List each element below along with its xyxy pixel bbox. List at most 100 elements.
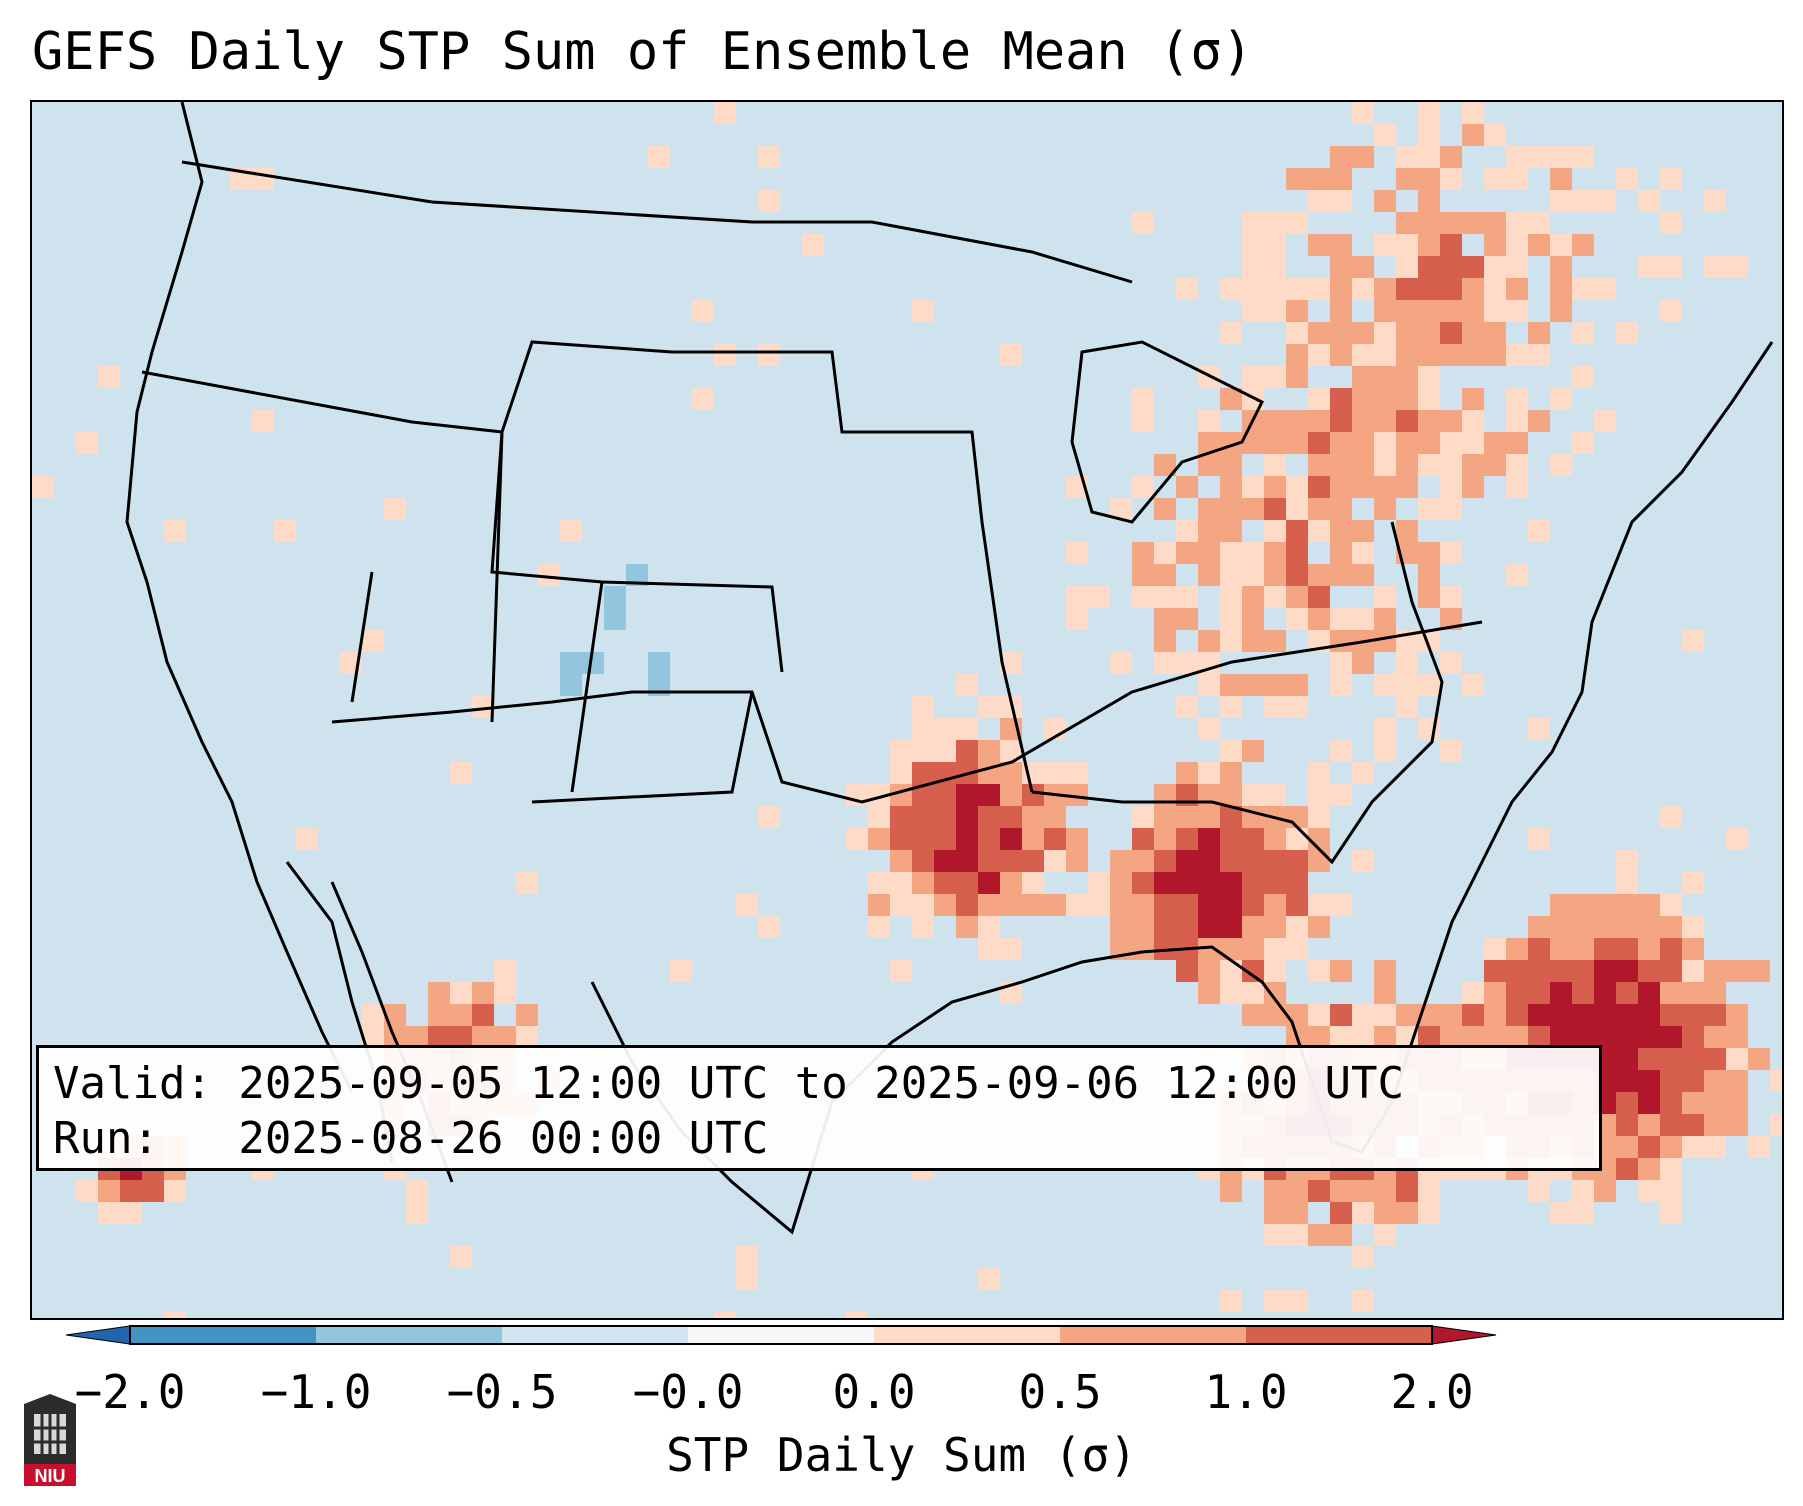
stp-cell: [1242, 432, 1264, 454]
stp-cell: [758, 190, 780, 212]
stp-cell: [1308, 168, 1330, 190]
stp-cell: [1330, 234, 1352, 256]
stp-cell: [1440, 740, 1462, 762]
stp-cell: [1638, 938, 1660, 960]
stp-cell: [1308, 278, 1330, 300]
stp-cell: [1748, 960, 1770, 982]
stp-cell: [1704, 1092, 1726, 1114]
stp-cell: [1572, 146, 1594, 168]
stp-cell: [1440, 432, 1462, 454]
stp-cell: [1154, 872, 1176, 894]
stp-cell: [1572, 1026, 1594, 1048]
stp-cell: [1462, 102, 1484, 124]
stp-cell: [1198, 850, 1220, 872]
logo-text: NIU: [35, 1466, 66, 1486]
stp-cell: [1352, 366, 1374, 388]
stp-cell: [1308, 608, 1330, 630]
stp-cell: [1682, 1026, 1704, 1048]
stp-cell: [1286, 1290, 1308, 1312]
stp-cell: [1154, 608, 1176, 630]
stp-cell: [1220, 542, 1242, 564]
stp-cell: [868, 916, 890, 938]
stp-cell: [1242, 256, 1264, 278]
stp-cell: [1616, 850, 1638, 872]
stp-cell: [1418, 674, 1440, 696]
colorbar-tick: 1.0: [1204, 1365, 1288, 1419]
stp-cell: [1132, 586, 1154, 608]
stp-cell: [1352, 410, 1374, 432]
stp-cell: [1506, 146, 1528, 168]
colorbar-label: STP Daily Sum (σ): [666, 1428, 1137, 1482]
stp-cell: [428, 1004, 450, 1026]
stp-cell: [1132, 916, 1154, 938]
stp-cell: [76, 1180, 98, 1202]
stp-cell: [758, 806, 780, 828]
stp-cell: [1506, 212, 1528, 234]
stp-cell: [1132, 542, 1154, 564]
stp-cell: [1286, 938, 1308, 960]
stp-cell: [1154, 454, 1176, 476]
stp-cell: [1748, 1136, 1770, 1158]
stp-cell: [1462, 410, 1484, 432]
stp-cell: [1528, 982, 1550, 1004]
stp-cell: [1000, 784, 1022, 806]
stp-cell: [1000, 850, 1022, 872]
stp-cell: [1330, 894, 1352, 916]
stp-cell: [1264, 630, 1286, 652]
stp-cell: [890, 828, 912, 850]
stp-cell: [1352, 520, 1374, 542]
stp-cell: [1264, 1180, 1286, 1202]
stp-cell: [1572, 938, 1594, 960]
stp-cell: [1286, 1004, 1308, 1026]
stp-cell: [1330, 674, 1352, 696]
stp-cell: [1022, 872, 1044, 894]
stp-cell: [1352, 1180, 1374, 1202]
stp-cell: [1264, 212, 1286, 234]
stp-cell: [1132, 828, 1154, 850]
stp-cell: [1638, 916, 1660, 938]
stp-cell: [1352, 278, 1374, 300]
stp-cell: [912, 850, 934, 872]
stp-cell: [978, 938, 1000, 960]
stp-cell: [1176, 960, 1198, 982]
stp-cell: [1616, 1092, 1638, 1114]
stp-cell: [1660, 1114, 1682, 1136]
stp-cell: [1330, 256, 1352, 278]
stp-cell: [1066, 542, 1088, 564]
stp-cell: [868, 828, 890, 850]
stp-cell: [1616, 1136, 1638, 1158]
stp-cell: [802, 234, 824, 256]
stp-cell: [1352, 454, 1374, 476]
stp-cell: [1572, 322, 1594, 344]
stp-cell: [1528, 718, 1550, 740]
stp-cell: [1352, 1026, 1374, 1048]
stp-cell: [1506, 982, 1528, 1004]
stp-cell: [1616, 960, 1638, 982]
stp-cell: [1220, 322, 1242, 344]
stp-cell: [1242, 542, 1264, 564]
stp-cell: [1616, 938, 1638, 960]
stp-cell: [1000, 894, 1022, 916]
stp-cell: [516, 1026, 538, 1048]
stp-cell: [1418, 102, 1440, 124]
stp-cell: [1066, 762, 1088, 784]
stp-cell: [1286, 1180, 1308, 1202]
stp-cell: [1440, 1026, 1462, 1048]
stp-cell: [1352, 608, 1374, 630]
stp-cell: [362, 1004, 384, 1026]
stp-cell: [868, 784, 890, 806]
stp-cell: [1726, 1048, 1748, 1070]
stp-cell: [1000, 652, 1022, 674]
stp-cell: [714, 1312, 736, 1318]
stp-cell: [1704, 256, 1726, 278]
stp-cell: [274, 520, 296, 542]
stp-cell: [1286, 432, 1308, 454]
stp-cell: [1616, 322, 1638, 344]
stp-cell: [1220, 894, 1242, 916]
stp-cell: [956, 806, 978, 828]
chart-title: GEFS Daily STP Sum of Ensemble Mean (σ): [32, 22, 1253, 82]
stp-cell: [1396, 1004, 1418, 1026]
stp-cell: [1660, 1048, 1682, 1070]
stp-cell: [1396, 388, 1418, 410]
stp-cell: [1396, 344, 1418, 366]
